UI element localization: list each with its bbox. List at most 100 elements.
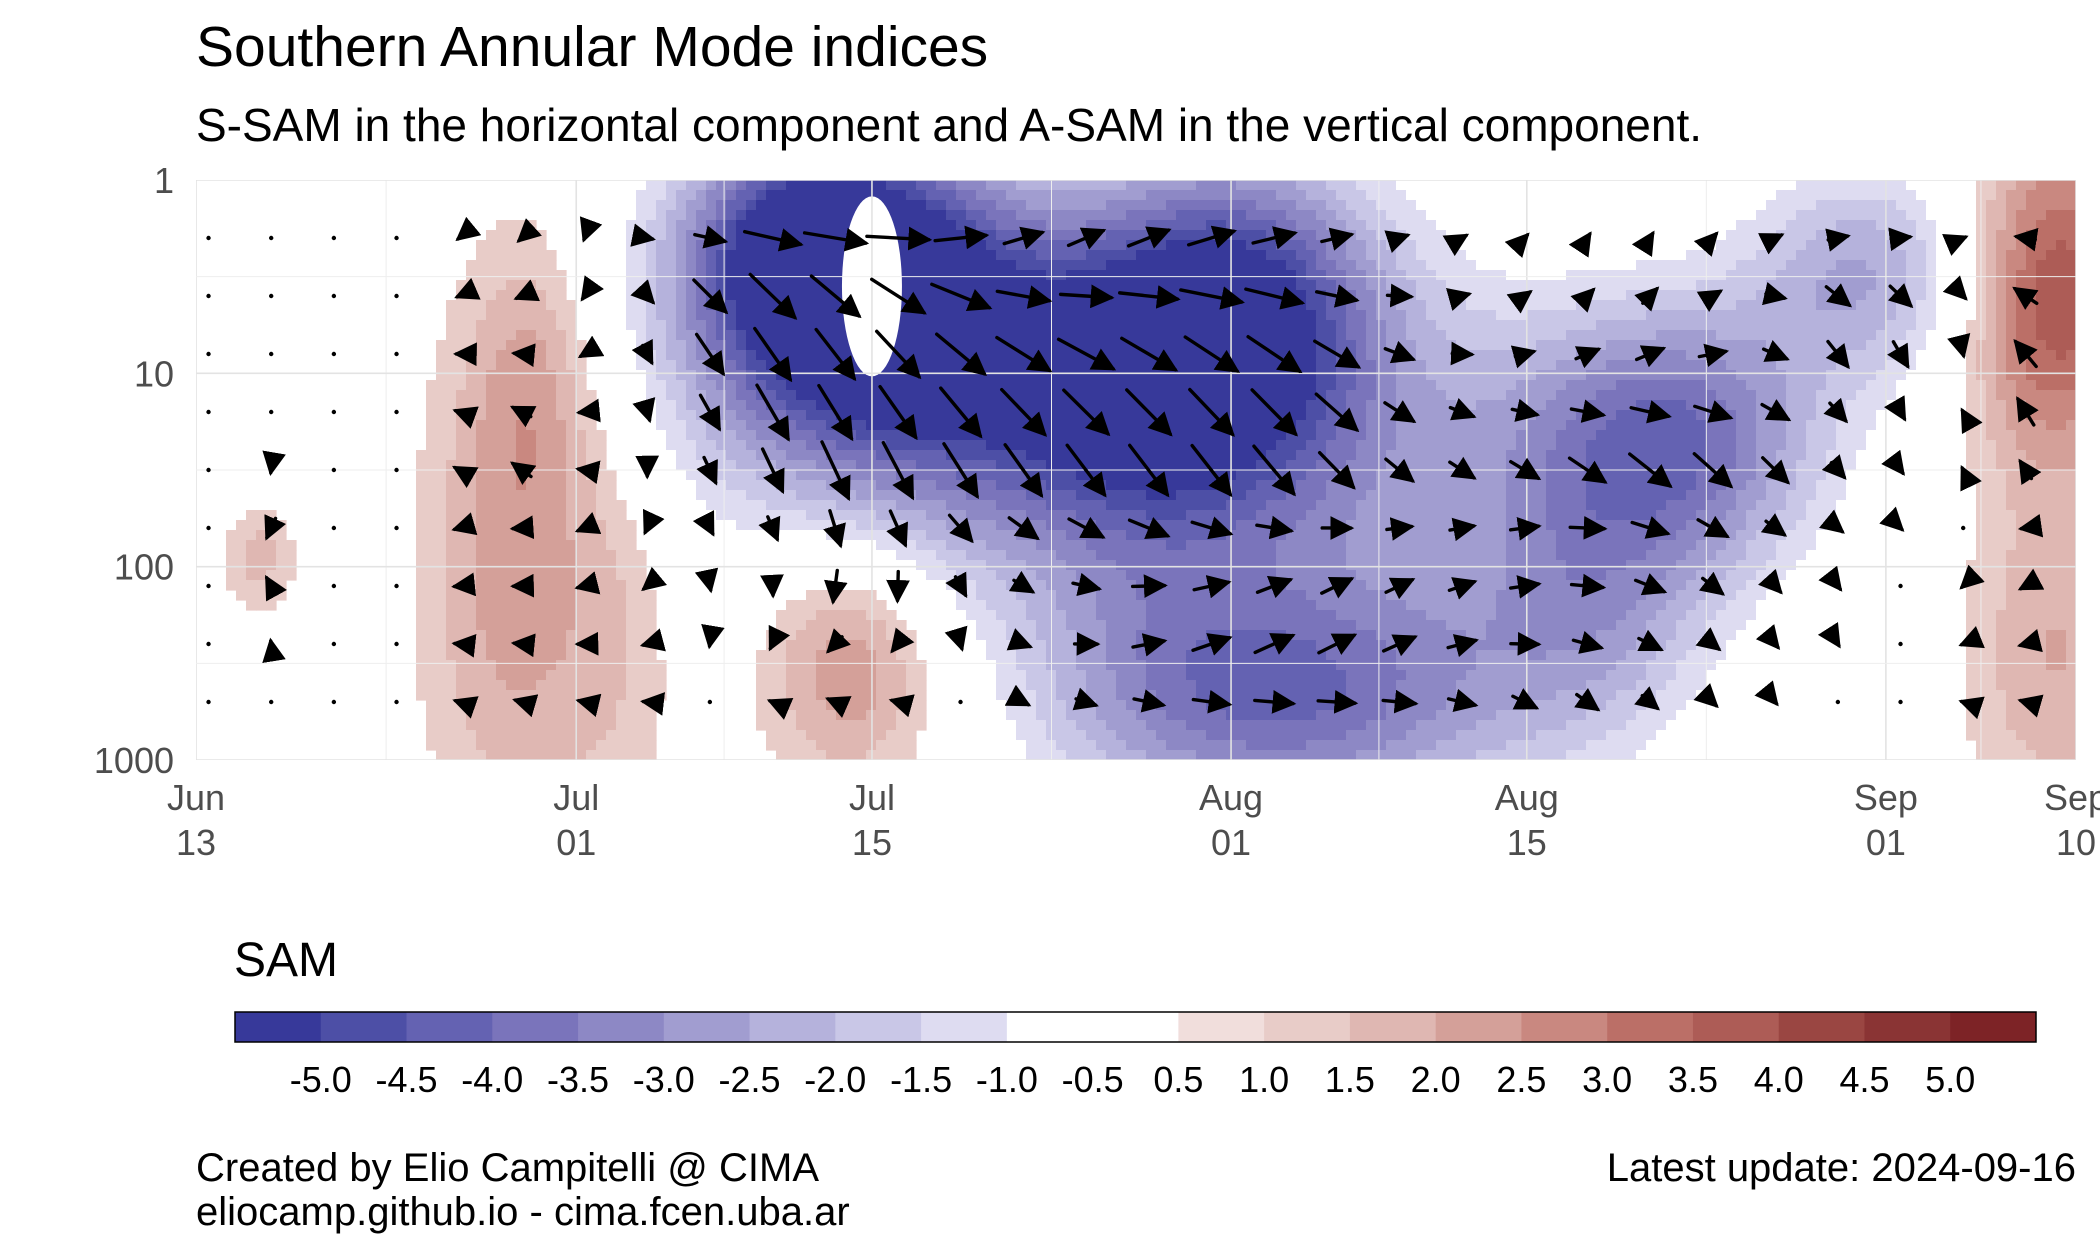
vector-arrow [1065, 443, 1107, 498]
vector-arrow [1817, 622, 1841, 649]
x-tick-label-month: Aug [1495, 777, 1559, 818]
vector-arrow [2013, 227, 2039, 252]
vector-arrow [760, 447, 785, 495]
vector-point [1898, 699, 1903, 705]
legend-title: SAM [234, 934, 339, 987]
vector-arrow [2017, 513, 2044, 538]
vector-arrow [1757, 233, 1785, 255]
vector-arrow [1696, 515, 1730, 538]
vector-arrow [1887, 340, 1910, 370]
x-tick-label-month: Jul [849, 777, 895, 818]
legend-label: -5.0 [290, 1059, 352, 1100]
vector-point [206, 467, 211, 473]
vector-arrow [1004, 684, 1032, 707]
vector-arrow [865, 226, 933, 251]
legend-swatch [1864, 1012, 1951, 1042]
vector-arrow [451, 633, 477, 658]
vector-arrow [1634, 345, 1667, 368]
vector-arrow [824, 568, 848, 605]
vector-arrow [1574, 687, 1601, 712]
vector-arrow [510, 633, 536, 658]
vector-arrow [2012, 286, 2039, 310]
vector-arrow [454, 277, 481, 300]
vector-arrow [1888, 227, 1914, 252]
vector-arrow [870, 277, 927, 315]
x-tick-label-day: 10 [2056, 822, 2096, 863]
vector-arrow [1628, 452, 1673, 489]
vector-arrow [1255, 515, 1295, 540]
vector-arrow [575, 398, 601, 423]
vector-arrow [1569, 399, 1607, 423]
vector-arrow [1000, 387, 1048, 437]
vector-arrow [1446, 688, 1479, 713]
vector-arrow [1568, 231, 1592, 258]
vector-arrow [1320, 577, 1355, 599]
vector-arrow [1761, 456, 1791, 485]
legend-label: -3.5 [547, 1059, 609, 1100]
vector-point [394, 351, 399, 357]
vector-arrow [1072, 687, 1099, 711]
vector-arrow [639, 628, 666, 652]
vector-arrow [881, 440, 915, 501]
legend-swatch [1178, 1012, 1265, 1042]
vector-point [331, 525, 337, 531]
vector-arrow [1447, 577, 1478, 600]
vector-arrow [1381, 634, 1418, 657]
legend-swatch [749, 1012, 836, 1042]
vector-arrow [1190, 516, 1234, 540]
vector-arrow [768, 624, 791, 652]
legend-swatch [1521, 1012, 1608, 1042]
legend-swatch [1607, 1012, 1694, 1042]
legend-label: 3.0 [1582, 1059, 1632, 1100]
vector-arrow [1191, 689, 1233, 714]
vector-arrow [574, 571, 601, 595]
vector-arrow [1758, 568, 1783, 595]
vector-arrows [206, 216, 2045, 720]
vector-arrow [455, 216, 482, 242]
vector-arrow [510, 343, 536, 368]
vector-point [206, 641, 211, 647]
vector-arrow [452, 696, 479, 719]
vector-arrow [1754, 680, 1779, 707]
vector-point [1898, 641, 1903, 647]
vector-arrow [823, 508, 846, 549]
legend-label: -3.0 [633, 1059, 695, 1100]
vector-arrow [817, 383, 854, 442]
legend-label: 1.0 [1239, 1059, 1289, 1100]
vector-arrow [1062, 388, 1111, 437]
vector-arrow [1569, 573, 1607, 598]
vector-arrow [1818, 565, 1843, 592]
vector-arrow [1120, 336, 1179, 372]
vector-arrow [1825, 228, 1851, 252]
legend-label: -2.0 [804, 1059, 866, 1100]
vector-arrow [930, 282, 993, 312]
vector-point [269, 699, 274, 705]
vector-arrow [1510, 345, 1537, 369]
vector-arrow [1883, 395, 1907, 422]
vector-arrow [1760, 399, 1792, 422]
vector-arrow [1942, 233, 1969, 256]
legend-swatch [578, 1012, 665, 1042]
vector-point [1961, 525, 1966, 531]
vector-arrow [1509, 457, 1542, 481]
vector-arrow [509, 461, 537, 486]
vector-arrow [1960, 407, 1983, 435]
legend-label: 2.5 [1496, 1059, 1546, 1100]
vector-arrow [1126, 226, 1172, 249]
vector-arrow [1568, 515, 1608, 540]
x-tick-label-month: Aug [1199, 777, 1263, 818]
y-axis: 1 10 100 1000 [94, 160, 174, 781]
vector-arrow [692, 278, 729, 315]
vector-point [206, 525, 211, 531]
vector-arrow [509, 405, 537, 428]
chart-title: Southern Annular Mode indices [196, 15, 989, 79]
chart-subtitle: S-SAM in the horizontal component and A-… [196, 99, 1703, 151]
vector-arrow [1508, 575, 1542, 599]
vector-arrow [1504, 232, 1530, 259]
vector-arrow [1192, 575, 1232, 599]
vector-arrow [826, 628, 852, 654]
vector-arrow [2016, 628, 2043, 653]
legend-label: 5.0 [1925, 1059, 1975, 1100]
vector-point [331, 699, 337, 705]
vector-arrow [1698, 571, 1726, 596]
